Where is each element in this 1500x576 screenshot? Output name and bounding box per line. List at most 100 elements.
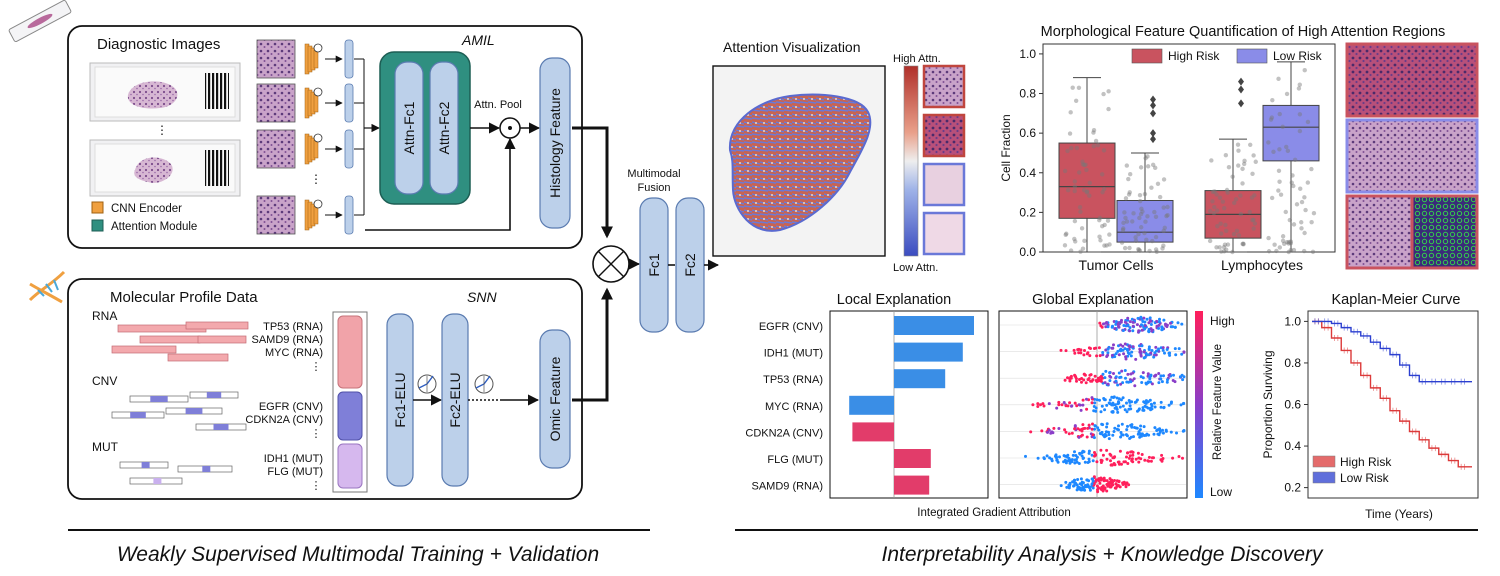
diagnostic-images-title: Diagnostic Images [97, 36, 220, 53]
data-point [1067, 131, 1073, 136]
data-point [1299, 199, 1305, 205]
fusion-fc1-label: Fc1 [646, 253, 662, 277]
swarm-point [1078, 403, 1082, 407]
data-point [1247, 209, 1252, 215]
swarm-point [1094, 409, 1098, 413]
swarm-point [1137, 329, 1141, 333]
data-point [1285, 148, 1291, 154]
data-point [1062, 168, 1068, 174]
data-point [1219, 231, 1224, 236]
attn-fc2-block [429, 61, 459, 195]
swarm-point [1099, 410, 1103, 414]
swarm-point [1122, 324, 1126, 327]
y-tick-label: 0.6 [1019, 126, 1036, 140]
swarm-point [1106, 382, 1110, 386]
swarm-point [1036, 456, 1040, 460]
swarm-point [1052, 426, 1056, 430]
legend-attention-module: Attention Module [111, 221, 197, 233]
swarm-point [1116, 383, 1120, 387]
data-point [1252, 221, 1258, 226]
swarm-point [1126, 323, 1130, 327]
cnn-encoder-layer [313, 93, 319, 113]
swarm-point [1129, 435, 1133, 439]
rna-bar [185, 321, 249, 330]
data-point [1311, 210, 1317, 216]
data-point [1283, 209, 1288, 215]
cnv-segment [130, 412, 146, 418]
swarm-point [1096, 488, 1099, 492]
box [1262, 104, 1320, 162]
swarm-point [1081, 457, 1085, 460]
swarm-point [1117, 371, 1121, 375]
data-point [1130, 219, 1135, 224]
swarm-point [1162, 406, 1166, 410]
swarm-point [1040, 429, 1044, 433]
swarm-point [1111, 483, 1115, 487]
swarm-point [1101, 453, 1105, 457]
swarm-point [1063, 378, 1067, 382]
swarm-point [1109, 459, 1112, 463]
swarm-point [1096, 426, 1100, 430]
data-point [1091, 130, 1096, 135]
amil-panel: Diagnostic Images AMIL ⋮ CNN Encoder Att… [8, 0, 583, 249]
data-point [1222, 205, 1227, 211]
swarm-point [1143, 458, 1147, 462]
data-point [1238, 193, 1243, 198]
swarm-point [1080, 483, 1084, 487]
swarm-point [1139, 315, 1143, 319]
y-tick-label: 1.0 [1019, 47, 1036, 61]
swarm-point [1110, 353, 1114, 357]
data-point [1240, 241, 1245, 247]
mut-header: MUT [92, 440, 119, 454]
swarm-point [1067, 432, 1071, 436]
swarm-point [1029, 430, 1033, 434]
swarm-point [1075, 488, 1079, 492]
outlier-marker [1150, 101, 1156, 110]
amil-panel-border [67, 25, 583, 249]
swarm-point [1106, 353, 1110, 357]
slides-ellipsis: ⋮ [156, 123, 168, 137]
data-point [1224, 187, 1230, 193]
swarm-point [1073, 351, 1077, 355]
data-point [1297, 112, 1303, 117]
morph-patch-segmented [1410, 194, 1479, 270]
swarm-point [1078, 452, 1082, 456]
mut-marker [141, 462, 150, 468]
swarm-point [1157, 381, 1161, 385]
swarm-point [1141, 408, 1145, 412]
data-point [1080, 162, 1086, 167]
data-point [1120, 227, 1126, 233]
swarm-point [1104, 434, 1108, 438]
data-point [1241, 241, 1246, 246]
data-point [1230, 249, 1235, 255]
swarm-point [1159, 377, 1163, 381]
swarm-point [1090, 482, 1094, 486]
swarm-point [1173, 325, 1177, 329]
swarm-point [1150, 456, 1154, 460]
swarm-point [1080, 377, 1084, 380]
data-point [1299, 220, 1304, 225]
data-point [1217, 245, 1222, 250]
mut-ellipsis: ⋮ [311, 480, 322, 492]
swarm-point [1093, 427, 1096, 431]
swarm-point [1129, 407, 1133, 411]
swarm-point [1105, 422, 1109, 426]
swarm-point [1070, 431, 1074, 435]
swarm-point [1137, 407, 1141, 411]
swarm-point [1105, 479, 1109, 483]
swarm-point [1177, 455, 1181, 458]
data-point [1209, 158, 1214, 163]
data-point [1290, 173, 1295, 178]
data-point [1107, 232, 1112, 237]
mut-marker [202, 466, 211, 472]
y-tick-label: 0.2 [1019, 205, 1036, 219]
swarm-point [1117, 353, 1121, 357]
swarm-point [1106, 347, 1110, 351]
swarm-point [1177, 347, 1181, 351]
data-point [1152, 209, 1157, 215]
swarm-point [1099, 378, 1103, 382]
swarm-point [1105, 403, 1109, 407]
swarm-point [1152, 432, 1156, 436]
swarm-point [1169, 401, 1173, 405]
data-point [1138, 211, 1144, 217]
